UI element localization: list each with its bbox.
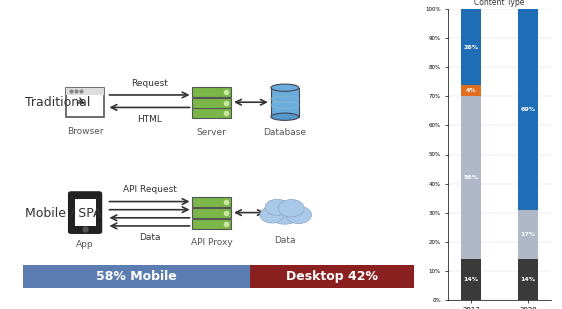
- FancyBboxPatch shape: [192, 197, 231, 207]
- FancyBboxPatch shape: [69, 192, 101, 233]
- FancyBboxPatch shape: [192, 208, 231, 218]
- Bar: [250, 265, 414, 288]
- Text: Data: Data: [274, 236, 296, 245]
- Text: Traditional: Traditional: [25, 96, 90, 109]
- Text: API Request: API Request: [123, 185, 176, 194]
- Text: API Proxy: API Proxy: [191, 238, 233, 247]
- Bar: [461, 85, 481, 96]
- Circle shape: [265, 199, 289, 215]
- FancyBboxPatch shape: [66, 88, 105, 117]
- Bar: [518, 210, 538, 259]
- Ellipse shape: [271, 113, 299, 121]
- Text: 26%: 26%: [464, 44, 479, 49]
- Text: Mobile / SPA: Mobile / SPA: [25, 206, 102, 219]
- Bar: [518, 9, 538, 210]
- Bar: [23, 265, 250, 288]
- Text: 14%: 14%: [520, 277, 536, 282]
- FancyBboxPatch shape: [66, 88, 105, 95]
- Text: App: App: [76, 240, 94, 249]
- Bar: [461, 9, 481, 85]
- FancyBboxPatch shape: [192, 87, 231, 97]
- FancyBboxPatch shape: [192, 219, 231, 229]
- Bar: [271, 88, 299, 117]
- Text: Browser: Browser: [67, 127, 103, 136]
- Text: HTML: HTML: [137, 115, 162, 124]
- Text: 17%: 17%: [520, 232, 536, 237]
- Text: 4%: 4%: [466, 88, 477, 93]
- Text: Desktop 42%: Desktop 42%: [285, 270, 378, 283]
- Circle shape: [260, 207, 284, 223]
- Title: Content Type: Content Type: [474, 0, 525, 7]
- Circle shape: [278, 200, 304, 217]
- Text: Data: Data: [139, 233, 160, 242]
- Bar: [518, 259, 538, 300]
- Circle shape: [268, 201, 302, 224]
- Text: 69%: 69%: [520, 107, 536, 112]
- Bar: [461, 96, 481, 259]
- Ellipse shape: [271, 84, 299, 91]
- Text: 56%: 56%: [464, 175, 479, 180]
- Text: Server: Server: [197, 128, 226, 137]
- FancyBboxPatch shape: [75, 199, 96, 226]
- Text: Database: Database: [264, 128, 306, 137]
- Bar: [461, 259, 481, 300]
- Text: Request: Request: [131, 79, 168, 88]
- Circle shape: [285, 206, 311, 224]
- Text: 58% Mobile: 58% Mobile: [96, 270, 176, 283]
- FancyBboxPatch shape: [192, 98, 231, 108]
- FancyBboxPatch shape: [192, 108, 231, 118]
- Text: 14%: 14%: [464, 277, 479, 282]
